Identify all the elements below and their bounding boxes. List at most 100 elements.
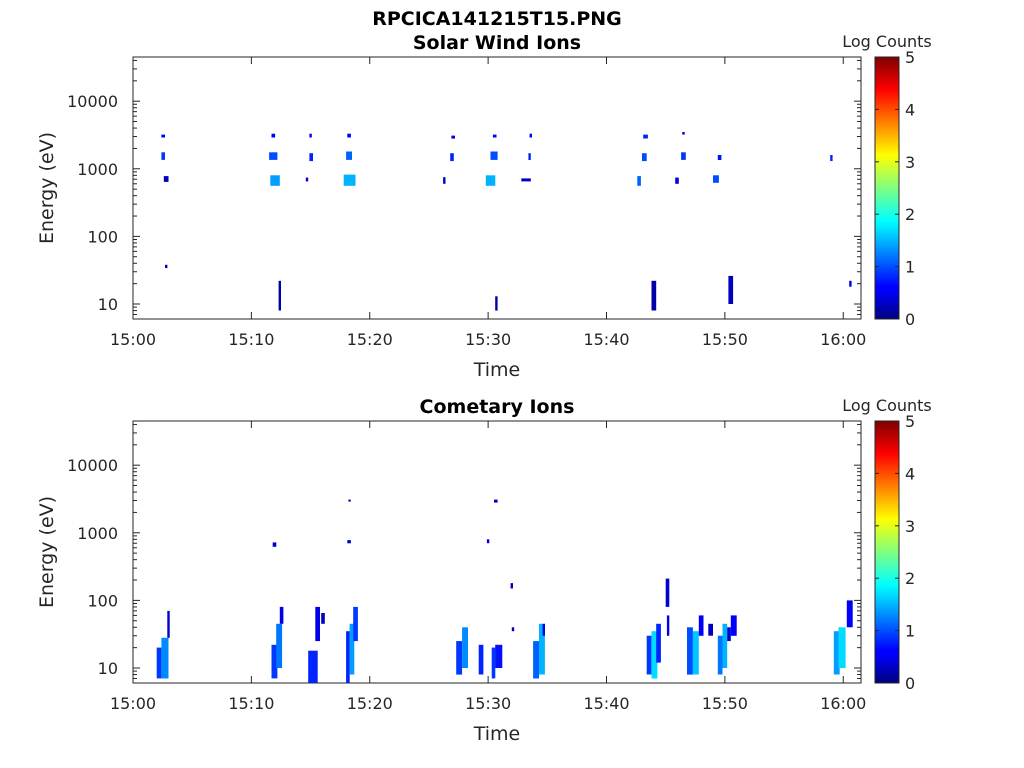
count-cell bbox=[346, 631, 350, 683]
x-tick-label: 16:00 bbox=[820, 330, 866, 349]
spectrogram-cells bbox=[161, 132, 852, 311]
count-cell bbox=[665, 578, 670, 607]
count-cell bbox=[161, 637, 169, 679]
y-tick-label: 100 bbox=[87, 227, 118, 246]
count-cell bbox=[346, 151, 352, 160]
x-axis-label: Time bbox=[473, 359, 521, 381]
colorbar-label: Log Counts bbox=[842, 396, 932, 415]
count-cell bbox=[717, 635, 723, 675]
count-cell bbox=[315, 606, 320, 642]
colorbar bbox=[874, 420, 900, 684]
count-cell bbox=[708, 623, 713, 636]
count-cell bbox=[271, 133, 276, 138]
y-axis-label: Energy (eV) bbox=[36, 496, 58, 608]
x-tick-label: 15:20 bbox=[347, 330, 393, 349]
count-cell bbox=[347, 133, 351, 138]
count-cell bbox=[161, 152, 165, 160]
count-cell bbox=[156, 647, 162, 679]
count-cell bbox=[450, 153, 454, 162]
panel-title: Solar Wind Ions bbox=[413, 32, 581, 54]
count-cell bbox=[830, 155, 833, 162]
count-cell bbox=[270, 175, 280, 186]
x-tick-label: 15:40 bbox=[583, 330, 629, 349]
x-tick-label: 15:30 bbox=[465, 330, 511, 349]
y-tick-label: 10 bbox=[98, 659, 118, 678]
count-cell bbox=[353, 606, 358, 642]
x-tick-label: 15:50 bbox=[702, 694, 748, 713]
count-cell bbox=[728, 275, 734, 304]
count-cell bbox=[637, 176, 641, 186]
count-cell bbox=[651, 280, 657, 311]
count-cell bbox=[730, 615, 737, 636]
y-tick-label: 10000 bbox=[67, 456, 118, 475]
count-cell bbox=[833, 631, 840, 675]
y-tick-label: 10000 bbox=[67, 92, 118, 111]
count-cell bbox=[165, 264, 168, 269]
x-tick-label: 15:10 bbox=[228, 330, 274, 349]
count-cell bbox=[347, 540, 351, 544]
plot-area bbox=[132, 420, 862, 684]
count-cell bbox=[682, 132, 685, 135]
count-cell bbox=[642, 153, 647, 162]
count-cell bbox=[495, 296, 498, 311]
count-cell bbox=[722, 623, 728, 668]
count-cell bbox=[456, 641, 463, 675]
count-cell bbox=[529, 133, 532, 138]
colorbar-tick-label: 1 bbox=[905, 258, 915, 277]
count-cell bbox=[272, 542, 277, 547]
count-cell bbox=[485, 175, 496, 186]
colorbar-tick-label: 2 bbox=[905, 205, 915, 224]
x-tick-label: 15:00 bbox=[110, 330, 156, 349]
count-cell bbox=[651, 631, 658, 679]
count-cell bbox=[528, 153, 531, 160]
x-axis-label: Time bbox=[473, 723, 521, 745]
count-cell bbox=[276, 623, 283, 668]
colorbar-tick-label: 4 bbox=[905, 464, 915, 483]
y-tick-label: 10 bbox=[98, 295, 118, 314]
x-tick-label: 15:50 bbox=[702, 330, 748, 349]
y-axis-label: Energy (eV) bbox=[36, 132, 58, 244]
count-cell bbox=[643, 134, 648, 139]
count-cell bbox=[717, 155, 722, 160]
count-cell bbox=[490, 151, 498, 160]
count-cell bbox=[666, 615, 670, 636]
colorbar bbox=[874, 56, 900, 320]
count-cell bbox=[681, 152, 686, 160]
count-cell bbox=[713, 175, 719, 183]
count-cell bbox=[308, 650, 318, 683]
colorbar-tick-label: 5 bbox=[905, 412, 915, 431]
count-cell bbox=[542, 623, 545, 636]
count-cell bbox=[492, 134, 497, 138]
x-tick-label: 15:20 bbox=[347, 694, 393, 713]
colorbar-tick-label: 5 bbox=[905, 48, 915, 67]
x-tick-label: 15:30 bbox=[465, 694, 511, 713]
colorbar-tick-label: 0 bbox=[905, 310, 915, 329]
count-cell bbox=[161, 134, 165, 138]
x-tick-label: 15:10 bbox=[228, 694, 274, 713]
count-cell bbox=[349, 623, 355, 675]
x-tick-label: 16:00 bbox=[820, 694, 866, 713]
count-cell bbox=[849, 280, 852, 287]
count-cell bbox=[462, 627, 468, 668]
cometary-ions-panel: Cometary Ions 15:00 15:10 15:20 15:30 15:40 1… bbox=[36, 396, 932, 745]
count-cell bbox=[675, 177, 679, 184]
count-cell bbox=[510, 583, 513, 589]
count-cell bbox=[521, 178, 531, 182]
count-cell bbox=[309, 153, 313, 162]
count-cell bbox=[309, 133, 312, 138]
solar-wind-ions-panel: Solar Wind Ions 15:00 15:10 15:20 15:30 15:4… bbox=[36, 32, 932, 381]
count-cell bbox=[692, 631, 699, 675]
count-cell bbox=[687, 627, 693, 675]
panel-title: Cometary Ions bbox=[420, 396, 575, 418]
count-cell bbox=[167, 610, 170, 638]
count-cell bbox=[278, 280, 281, 311]
count-cell bbox=[494, 499, 498, 503]
count-cell bbox=[838, 627, 846, 668]
count-cell bbox=[698, 615, 704, 636]
y-tick-label: 1000 bbox=[77, 160, 118, 179]
count-cell bbox=[305, 177, 309, 182]
x-tick-label: 15:00 bbox=[110, 694, 156, 713]
y-tick-label: 100 bbox=[87, 591, 118, 610]
count-cell bbox=[511, 627, 515, 632]
